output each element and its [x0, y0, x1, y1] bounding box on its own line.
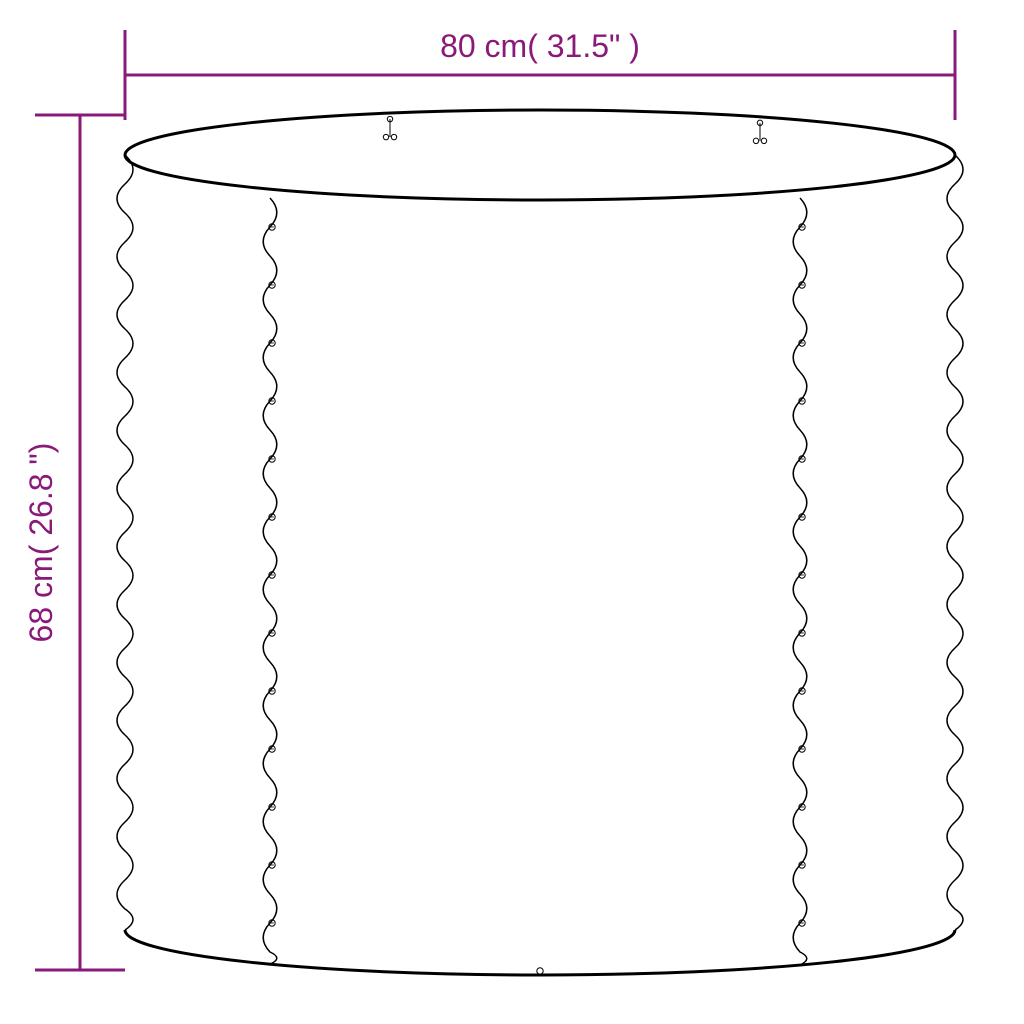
width-label: 80 cm( 31.5" )	[440, 28, 640, 64]
planter-rim	[125, 110, 955, 200]
rim-rivet	[383, 134, 388, 139]
planter-left-edge	[117, 155, 133, 930]
rim-rivet	[753, 138, 758, 143]
height-label: 68 cm( 26.8 ")	[23, 443, 59, 643]
bottom-rivet	[537, 968, 543, 974]
rim-rivet	[761, 138, 766, 143]
planter-seam-left	[263, 198, 277, 964]
planter-seam-right	[793, 198, 807, 965]
diagram-canvas: 80 cm( 31.5" ) 68 cm( 26.8 ")	[0, 0, 1024, 1024]
rim-rivet	[391, 134, 396, 139]
planter-right-edge	[947, 155, 963, 930]
